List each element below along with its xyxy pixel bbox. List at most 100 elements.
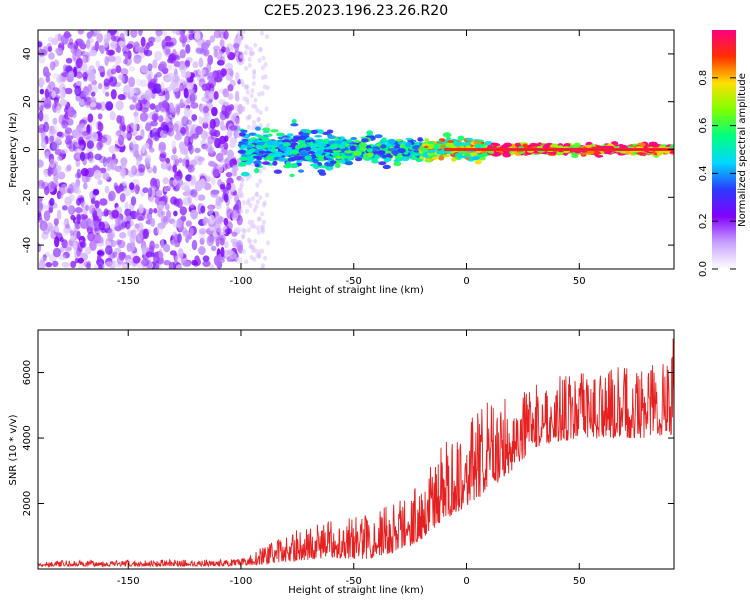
heatmap-cell [210,189,219,198]
heatmap-cell [137,91,145,101]
heatmap-cell [60,148,69,154]
heatmap-cell [80,151,86,162]
heatmap-cell [240,144,248,149]
heatmap-cell [99,44,105,55]
heatmap-cell [115,65,122,74]
heatmap-cell [44,151,51,159]
heatmap-cell [68,70,75,80]
heatmap-cell [58,192,64,199]
heatmap-cell [65,223,70,229]
heatmap-cell [272,160,278,166]
heatmap-cell [309,163,319,167]
heatmap-cell [170,196,178,205]
heatmap-cell [74,85,82,97]
heatmap-cell [138,163,146,173]
heatmap-cell [433,143,439,149]
heatmap-cell [245,99,250,105]
heatmap-cell [179,82,184,92]
heatmap-cell [38,210,42,218]
heatmap-cell [258,168,263,174]
heatmap-cell [224,241,229,249]
heatmap-cell [251,125,256,130]
heatmap-cell [197,40,202,49]
heatmap-cell [38,41,43,48]
heatmap-cell [103,78,110,87]
heatmap-cell [44,97,51,108]
heatmap-cell [176,105,181,116]
heatmap-cell [57,171,66,180]
spectrogram-chart: -150 -100 -50 0 50 -40 -20 0 20 40 Height of stra… [8,29,675,296]
heatmap-cell [187,124,196,130]
heatmap-cell [150,120,159,127]
heatmap-cell [85,39,91,50]
heatmap-cell [256,116,261,122]
heatmap-cell [227,84,234,92]
heatmap-cell [213,45,221,52]
heatmap-cell [90,91,96,97]
heatmap-cell [134,115,140,124]
heatmap-cell [85,263,91,269]
heatmap-cell [190,188,198,198]
heatmap-cell [253,238,258,244]
heatmap-cell [353,150,362,156]
heatmap-cell [250,50,255,56]
heatmap-cell [86,140,94,149]
heatmap-cell [155,260,160,269]
heatmap-cell [139,79,148,88]
heatmap-cell [129,235,136,244]
heatmap-cell [128,65,136,72]
heatmap-cell [126,43,134,49]
heatmap-cell [239,106,244,112]
heatmap-cell [366,130,373,136]
heatmap-cell [86,31,93,39]
heatmap-cell [246,124,251,130]
heatmap-cell [451,156,457,162]
heatmap-cell [185,82,194,90]
heatmap-cell [445,137,452,141]
heatmap-cell [233,43,240,49]
heatmap-cell [385,157,391,162]
heatmap-cell [153,83,162,94]
heatmap-cell [265,34,269,40]
heatmap-cell [439,150,447,155]
heatmap-cell [394,139,403,142]
heatmap-cell [80,168,89,177]
heatmap-cell [159,153,167,162]
heatmap-cell [39,220,48,232]
heatmap-cell [52,123,59,134]
heatmap-cell [64,246,72,252]
heatmap-cell [128,168,136,179]
heatmap-cell [119,115,125,126]
snr-chart: -150 -100 -50 0 50 2000 4000 6000 Height of str… [8,329,675,596]
heatmap-cell [461,142,469,146]
heatmap-cell [189,202,195,209]
heatmap-cell [99,136,108,143]
heatmap-cell [219,56,226,66]
heatmap-cell [67,204,74,214]
heatmap-cell [257,57,262,63]
heatmap-cell [163,260,171,266]
heatmap-cell [245,89,250,95]
heatmap-cell [246,237,251,243]
heatmap-cell [60,183,69,195]
heatmap-cell [126,130,132,141]
heatmap-cell [129,182,135,191]
heatmap-cell [346,156,355,159]
heatmap-cell [183,87,189,99]
heatmap-cell [229,70,234,77]
heatmap-cell [263,255,267,261]
heatmap-cell [254,163,260,168]
heatmap-cell [90,102,97,108]
heatmap-cell [123,84,131,95]
snr-ticks: -150 -100 -50 0 50 2000 4000 6000 [22,330,674,587]
heatmap-cell [38,196,43,203]
heatmap-cell [255,108,260,113]
heatmap-cell [146,260,152,269]
heatmap-cell [235,256,243,264]
heatmap-cell [148,208,153,215]
heatmap-cell [413,150,420,153]
heatmap-cell [58,254,67,261]
heatmap-cell [52,247,61,258]
heatmap-cell [97,113,103,120]
heatmap-cell [186,119,192,126]
